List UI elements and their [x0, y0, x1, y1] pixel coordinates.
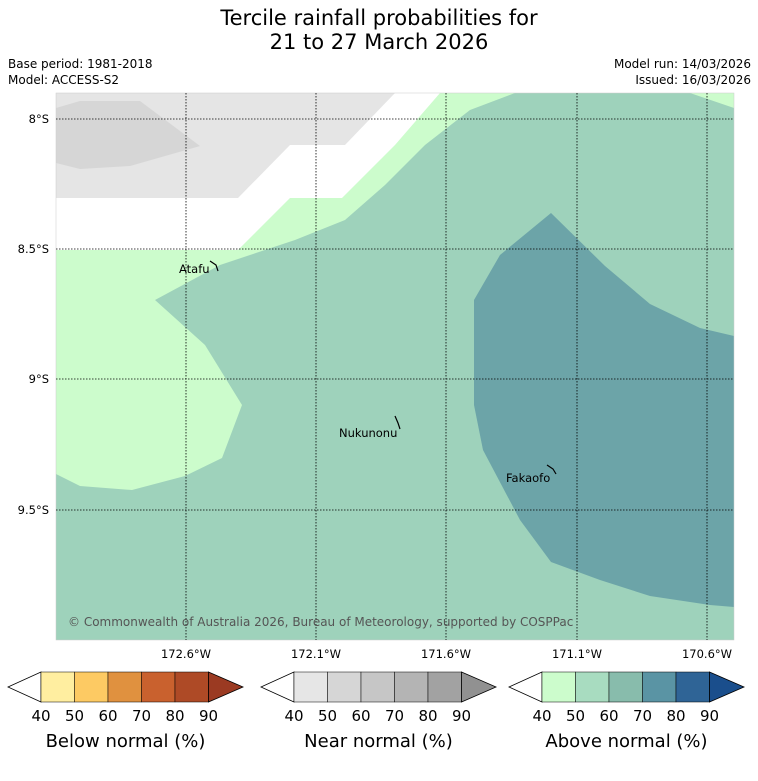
lat-label-8: 8°S	[29, 112, 49, 126]
above-normal-colorbar-tick: 40	[532, 707, 551, 725]
above-normal-colorbar-tick: 90	[700, 707, 719, 725]
near-normal-colorbar: 40 50 60 70 80 90 Near normal (%)	[260, 671, 498, 752]
below-normal-colorbar-segment	[174, 671, 209, 703]
above-normal-colorbar-segment	[608, 671, 643, 703]
above-normal-60-region	[474, 213, 734, 607]
below-normal-colorbar-tick: 40	[31, 707, 50, 725]
above-normal-colorbar: 40 50 60 70 80 90 Above normal (%)	[508, 671, 746, 752]
lon-label-172-6: 172.6°W	[161, 647, 211, 661]
above-normal-colorbar-segment	[675, 671, 710, 703]
place-label-atafu: Atafu	[179, 262, 210, 276]
issued-date: Issued: 16/03/2026	[635, 73, 751, 87]
map-frame	[55, 92, 735, 641]
below-normal-colorbar-segment	[107, 671, 142, 703]
atafu-atoll-mark	[209, 260, 219, 272]
near-normal-colorbar-segment	[327, 671, 362, 703]
base-period: Base period: 1981-2018	[8, 57, 153, 71]
near-normal-colorbar-tick: 60	[351, 707, 370, 725]
lat-label-9-5: 9.5°S	[18, 503, 49, 517]
near-normal-colorbar-tick: 40	[284, 707, 303, 725]
lon-label-170-6: 170.6°W	[682, 647, 732, 661]
above-normal-colorbar-segment	[541, 671, 576, 703]
above-normal-colorbar-tick: 80	[666, 707, 685, 725]
colorbars: 40 50 60 70 80 90 Below normal (%) 40 50 60 70 80 90…	[7, 671, 746, 752]
title-line-1: Tercile rainfall probabilities for	[220, 6, 538, 30]
model-name: Model: ACCESS-S2	[8, 73, 120, 87]
lat-label-8-5: 8.5°S	[18, 242, 49, 256]
title-line-2: 21 to 27 March 2026	[269, 30, 489, 54]
near-normal-colorbar-segment	[394, 671, 429, 703]
near-normal-colorbar-label: Near normal (%)	[304, 731, 453, 752]
above-normal-colorbar-high-extend	[709, 671, 746, 703]
above-normal-colorbar-segment	[642, 671, 677, 703]
near-normal-colorbar-segment	[360, 671, 395, 703]
near-normal-colorbar-segment	[427, 671, 462, 703]
above-normal-colorbar-tick: 60	[599, 707, 618, 725]
place-label-fakaofo: Fakaofo	[506, 471, 550, 485]
model-run: Model run: 14/03/2026	[613, 57, 751, 71]
lat-label-9: 9°S	[29, 372, 49, 386]
below-normal-colorbar: 40 50 60 70 80 90 Below normal (%)	[7, 671, 245, 752]
graticule	[56, 93, 734, 640]
near-normal-colorbar-tick: 80	[418, 707, 437, 725]
lon-label-171-6: 171.6°W	[421, 647, 471, 661]
below-normal-colorbar-label: Below normal (%)	[46, 731, 206, 752]
below-normal-colorbar-segment	[141, 671, 176, 703]
near-normal-colorbar-tick: 50	[318, 707, 337, 725]
nukunonu-atoll-mark	[394, 415, 401, 430]
above-normal-colorbar-segment	[575, 671, 610, 703]
fakaofo-atoll-mark	[546, 464, 557, 475]
above-normal-colorbar-low-extend	[508, 671, 543, 703]
near-normal-colorbar-tick: 90	[452, 707, 471, 725]
below-normal-colorbar-low-extend	[7, 671, 42, 703]
near-normal-colorbar-segment	[293, 671, 328, 703]
lon-label-171-1: 171.1°W	[552, 647, 602, 661]
below-normal-colorbar-tick: 80	[165, 707, 184, 725]
below-normal-colorbar-segment	[40, 671, 75, 703]
below-normal-colorbar-high-extend	[208, 671, 245, 703]
copyright-notice: © Commonwealth of Australia 2026, Bureau…	[68, 615, 573, 629]
below-normal-colorbar-segment	[74, 671, 109, 703]
below-normal-colorbar-tick: 70	[132, 707, 151, 725]
near-normal-colorbar-high-extend	[461, 671, 498, 703]
above-normal-colorbar-label: Above normal (%)	[545, 731, 707, 752]
below-normal-colorbar-tick: 60	[98, 707, 117, 725]
lon-label-172-1: 172.1°W	[291, 647, 341, 661]
below-normal-colorbar-tick: 90	[199, 707, 218, 725]
probability-fields	[56, 93, 734, 640]
near-normal-50-region	[56, 101, 200, 169]
below-normal-colorbar-tick: 50	[65, 707, 84, 725]
above-normal-colorbar-tick: 70	[633, 707, 652, 725]
place-label-nukunonu: Nukunonu	[339, 426, 397, 440]
near-normal-colorbar-tick: 70	[385, 707, 404, 725]
near-normal-colorbar-low-extend	[260, 671, 295, 703]
above-normal-colorbar-tick: 50	[566, 707, 585, 725]
